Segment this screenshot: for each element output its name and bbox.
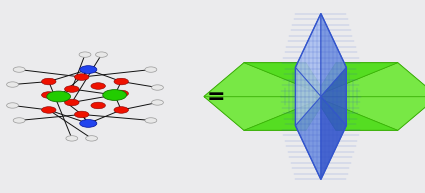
Circle shape	[66, 136, 78, 141]
Circle shape	[47, 91, 71, 102]
Circle shape	[91, 102, 105, 109]
Polygon shape	[204, 63, 327, 96]
Circle shape	[145, 118, 157, 123]
Polygon shape	[204, 63, 327, 130]
Polygon shape	[295, 96, 321, 179]
Polygon shape	[314, 63, 425, 130]
Polygon shape	[244, 63, 327, 96]
Circle shape	[80, 119, 97, 127]
Circle shape	[96, 52, 108, 57]
Circle shape	[42, 92, 56, 98]
Circle shape	[114, 107, 128, 113]
Circle shape	[65, 86, 79, 92]
Circle shape	[152, 85, 163, 90]
Polygon shape	[295, 68, 321, 125]
Circle shape	[114, 78, 128, 85]
Polygon shape	[295, 14, 321, 96]
Circle shape	[114, 90, 128, 97]
Circle shape	[86, 136, 97, 141]
Circle shape	[91, 83, 105, 89]
Polygon shape	[314, 63, 398, 96]
Polygon shape	[244, 96, 327, 130]
Text: =: =	[207, 86, 225, 107]
Circle shape	[65, 99, 79, 106]
Polygon shape	[321, 96, 346, 179]
Circle shape	[13, 118, 25, 123]
Circle shape	[13, 67, 25, 72]
Polygon shape	[321, 14, 346, 96]
Circle shape	[74, 111, 89, 118]
Circle shape	[80, 66, 97, 74]
Circle shape	[79, 52, 91, 57]
Circle shape	[145, 67, 157, 72]
Circle shape	[103, 90, 127, 100]
Polygon shape	[314, 96, 398, 130]
Circle shape	[7, 103, 18, 108]
Circle shape	[42, 78, 56, 85]
Polygon shape	[321, 68, 346, 125]
Circle shape	[152, 100, 163, 105]
Polygon shape	[314, 63, 425, 96]
Polygon shape	[314, 96, 425, 130]
Polygon shape	[204, 96, 327, 130]
Circle shape	[7, 82, 18, 87]
Circle shape	[74, 74, 89, 80]
Circle shape	[42, 107, 56, 113]
